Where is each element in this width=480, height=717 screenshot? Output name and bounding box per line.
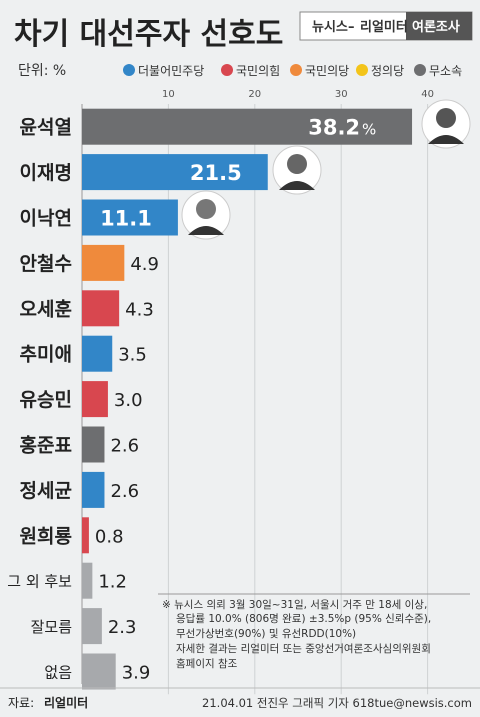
x-ticks: 10 20 30 40 [162, 89, 434, 100]
portrait-yoon [421, 99, 471, 149]
brand-newsis: 뉴시스 [312, 20, 348, 35]
legend-label: 더불어민주당 [138, 64, 204, 78]
category-label: 이재명 [20, 162, 72, 184]
bar [82, 517, 89, 554]
category-label: 그 외 후보 [7, 573, 72, 591]
category-label: 원희룡 [20, 525, 72, 547]
value-label: 4.9 [130, 254, 159, 275]
value-label: 0.8 [95, 526, 124, 547]
bars [82, 108, 413, 690]
note-line: ※ 뉴시스 의뢰 3월 30일~31일, 서울시 거주 만 18세 이상, [162, 598, 427, 611]
legend-label: 국민의힘 [236, 64, 280, 78]
note-line: 응답률 10.0% (806명 완료) ±3.5%p (95% 신뢰수준), [176, 612, 431, 625]
category-label: 추미애 [20, 344, 72, 366]
category-label: 윤석열 [20, 117, 72, 139]
value-unit: % [362, 121, 376, 139]
credit-line: 21.04.01 전진우 그래픽 기자 618tue@newsis.com [202, 696, 472, 710]
x-tick-label: 30 [335, 89, 348, 100]
x-tick-label: 40 [421, 89, 434, 100]
legend-label: 정의당 [371, 64, 404, 78]
note-line: 자세한 결과는 리얼미터 또는 중앙선거여론조사심의위원회 [176, 642, 431, 655]
value-labels: 38.2 % 21.5 11.1 4.9 4.3 3.5 3.0 2.6 2.6 0.8 1.2 2.3… [95, 116, 376, 684]
value-label: 38.2 [308, 116, 360, 140]
category-label: 없음 [44, 664, 72, 682]
bar [82, 471, 105, 508]
bar [82, 381, 108, 418]
bar [82, 199, 178, 236]
bar [82, 335, 113, 372]
legend-label: 무소속 [429, 64, 462, 78]
category-label: 이낙연 [20, 208, 72, 230]
bar [82, 653, 116, 690]
value-label: 3.5 [118, 345, 147, 366]
bar [82, 290, 120, 327]
legend-swatch [123, 64, 135, 76]
category-label: 정세균 [20, 480, 72, 502]
value-label: 2.6 [110, 481, 139, 502]
category-label: 잘모름 [31, 618, 73, 636]
brand-box: 뉴시스 – 리얼미터 여론조사 [299, 11, 473, 41]
brand-separator: – [348, 20, 355, 35]
unit-label: 단위: % [18, 63, 66, 79]
portrait-lee-jaemyung [272, 145, 322, 195]
legend-label: 국민의당 [305, 64, 349, 78]
bar [82, 108, 413, 145]
legend: 더불어민주당 국민의힘 국민의당 정의당 무소속 [123, 64, 462, 78]
category-label: 유승민 [20, 389, 72, 411]
bar [82, 426, 105, 463]
chart-title: 차기 대선주자 선호도 [14, 17, 283, 52]
value-label: 2.6 [110, 436, 139, 457]
source-prefix: 자료: [8, 696, 34, 710]
category-label: 홍준표 [20, 434, 72, 457]
bar [82, 244, 125, 281]
brand-poll: 여론조사 [412, 19, 460, 35]
value-label: 1.2 [98, 572, 127, 593]
value-label: 3.9 [122, 663, 151, 684]
category-label: 안철수 [20, 253, 72, 275]
value-label: 4.3 [125, 299, 154, 320]
legend-swatch [414, 64, 426, 76]
x-tick-label: 20 [248, 89, 261, 100]
legend-swatch [356, 64, 368, 76]
value-label: 21.5 [190, 161, 242, 185]
portrait-lee-nakyon [181, 190, 231, 240]
source-name: 리얼미터 [44, 695, 88, 710]
note-line: 무선가상번호(90%) 및 유선RDD(10%) [176, 628, 356, 640]
bar [82, 608, 102, 645]
bar [82, 154, 268, 191]
value-label: 2.3 [108, 617, 137, 638]
x-tick-label: 10 [162, 89, 175, 100]
legend-swatch [290, 64, 302, 76]
note-line: 홈페이지 참조 [176, 657, 238, 670]
bar [82, 562, 93, 599]
value-label: 11.1 [100, 207, 152, 231]
category-label: 오세훈 [20, 297, 72, 320]
value-label: 3.0 [114, 390, 143, 411]
legend-swatch [221, 64, 233, 76]
brand-realmeter: 리얼미터 [360, 19, 408, 35]
